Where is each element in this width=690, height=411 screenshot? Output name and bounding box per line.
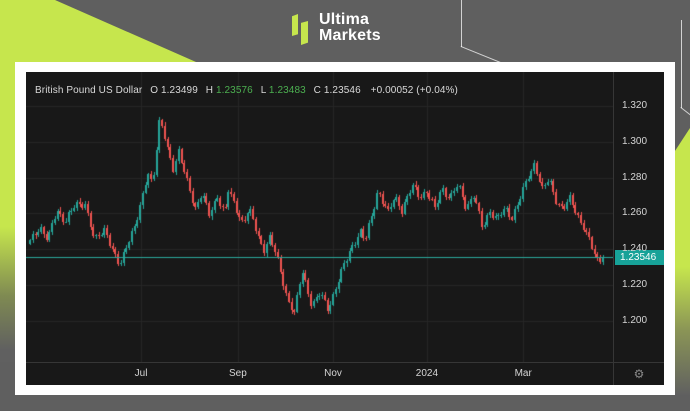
x-axis-label: 2024	[415, 368, 439, 379]
brand-logo: Ultima Markets	[292, 9, 381, 47]
price-axis[interactable]: 1.23546 1.320 1.300 1.280 1.260 1.240 1.220 1.…	[613, 72, 664, 362]
deco-line-diagonal-right	[680, 107, 690, 118]
axis-corner: ⚙	[613, 362, 664, 385]
ohlc-legend: British Pound US Dollar O 1.23499 H 1.23…	[35, 85, 458, 96]
high-label: H	[205, 85, 214, 96]
change-value: +0.00052 (+0.04%)	[370, 85, 458, 96]
x-axis-label: Sep	[229, 368, 247, 379]
brand-accent-wedge	[0, 0, 196, 62]
brand-accent-left	[0, 62, 15, 362]
brand-logo-text: Ultima Markets	[319, 12, 381, 43]
low-value: 1.23483	[268, 85, 306, 96]
settings-gear-icon[interactable]: ⚙	[633, 367, 645, 381]
low-label: L	[260, 85, 267, 96]
y-axis-label: 1.220	[622, 279, 648, 291]
chart-area: British Pound US Dollar O 1.23499 H 1.23…	[26, 72, 664, 385]
x-axis-label: Jul	[134, 368, 148, 379]
deco-line-vertical-right	[681, 20, 682, 108]
logo-word-2: Markets	[319, 27, 381, 44]
deco-line-vertical	[461, 0, 462, 47]
current-price-badge: 1.23546	[615, 250, 664, 265]
close-label: C	[313, 85, 321, 96]
y-axis-label: 1.320	[622, 100, 648, 111]
plot-area[interactable]: British Pound US Dollar O 1.23499 H 1.23…	[26, 72, 613, 362]
y-axis-label: 1.300	[622, 135, 648, 147]
high-value: 1.23576	[215, 85, 253, 96]
chart-panel: British Pound US Dollar O 1.23499 H 1.23…	[15, 62, 675, 395]
close-value: 1.23546	[323, 85, 361, 96]
y-axis-label: 1.260	[622, 207, 648, 219]
y-axis-label: 1.200	[622, 314, 648, 326]
y-axis-label: 1.240	[622, 243, 648, 255]
logo-word-1: Ultima	[319, 11, 370, 29]
x-axis-label: Mar	[514, 368, 532, 379]
time-axis[interactable]: Jul Sep Nov 2024 Mar	[26, 362, 613, 385]
brand-accent-right	[673, 128, 690, 395]
candlestick-canvas[interactable]	[26, 72, 613, 362]
ultima-markets-logo-icon	[292, 9, 310, 47]
y-axis-label: 1.280	[622, 171, 648, 183]
open-label: O	[150, 85, 159, 96]
open-value: 1.23499	[161, 85, 198, 96]
x-axis-label: Nov	[324, 368, 342, 379]
symbol-name: British Pound US Dollar	[35, 85, 143, 96]
